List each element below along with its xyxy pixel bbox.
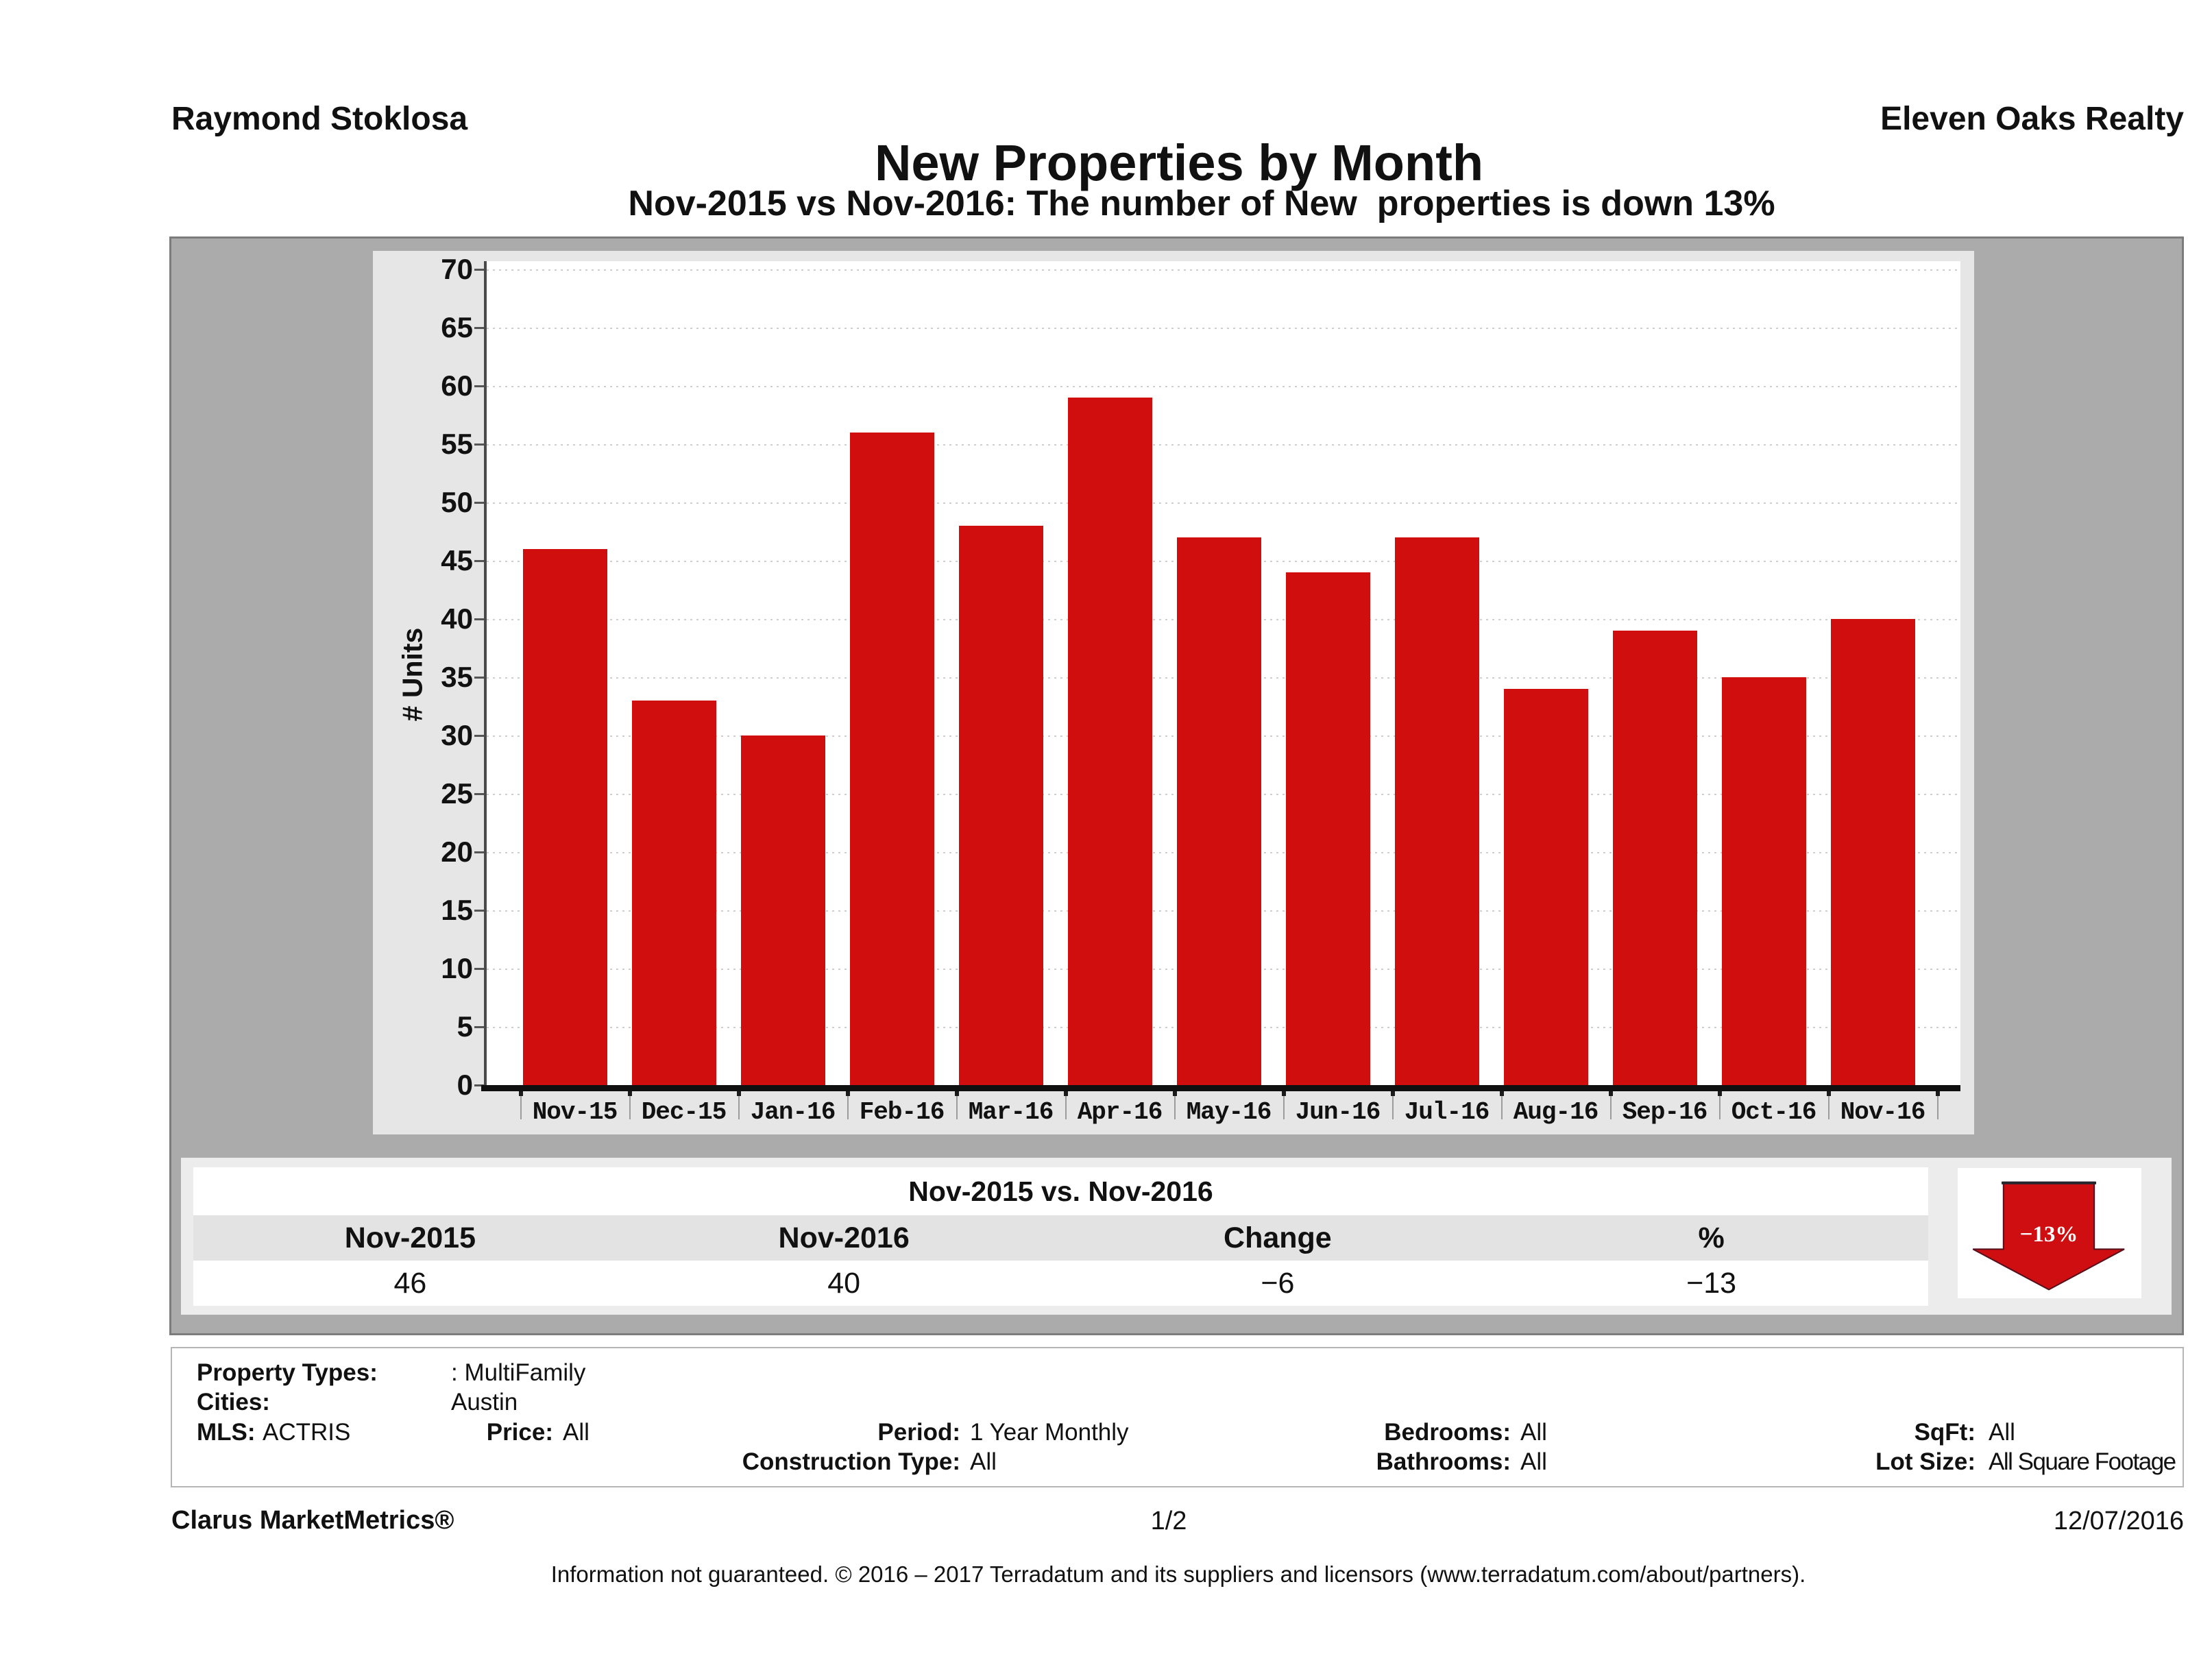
svg-text:−13%: −13% bbox=[2020, 1222, 2078, 1247]
